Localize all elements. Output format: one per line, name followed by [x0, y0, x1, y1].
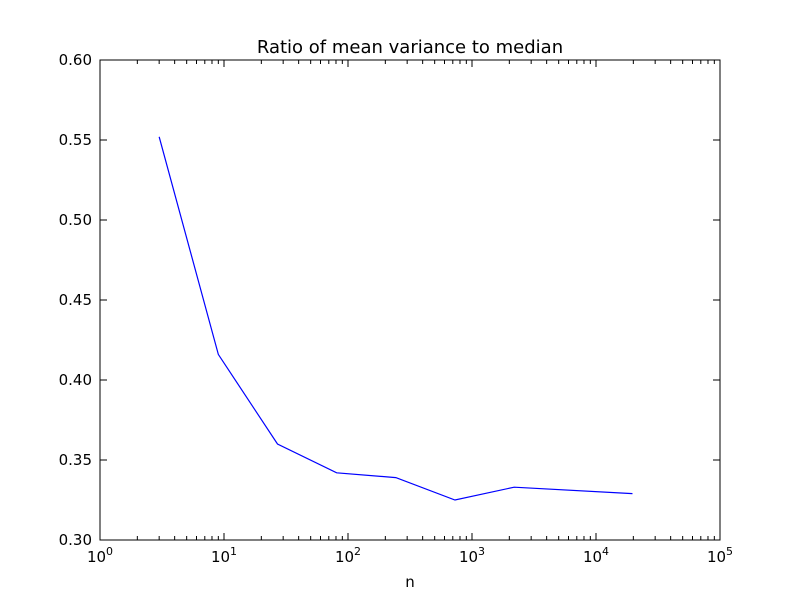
y-tick-label: 0.55: [59, 131, 92, 149]
x-tick-label: 102: [335, 545, 361, 566]
y-tick-label: 0.35: [59, 451, 92, 469]
y-tick-label: 0.60: [59, 51, 92, 69]
x-tick-label-base: 10: [335, 548, 354, 566]
x-tick-label: 101: [211, 545, 237, 566]
x-tick-label-base: 10: [459, 548, 478, 566]
x-tick-label-exponent: 3: [478, 545, 485, 558]
x-tick-label-exponent: 2: [354, 545, 361, 558]
x-tick-label-exponent: 1: [230, 545, 237, 558]
x-tick-label-base: 10: [707, 548, 726, 566]
x-tick-label-exponent: 4: [602, 545, 609, 558]
x-tick-label-exponent: 0: [106, 545, 113, 558]
x-tick-label: 104: [583, 545, 609, 566]
y-tick-label: 0.40: [59, 371, 92, 389]
x-tick-label-exponent: 5: [726, 545, 733, 558]
x-tick-label-base: 10: [211, 548, 230, 566]
y-tick-label: 0.30: [59, 531, 92, 549]
x-axis-label: n: [405, 573, 415, 591]
x-tick-label: 100: [87, 545, 113, 566]
y-tick-label: 0.50: [59, 211, 92, 229]
x-tick-label-base: 10: [87, 548, 106, 566]
plot-frame: [99, 59, 721, 541]
x-tick-label: 103: [459, 545, 485, 566]
x-tick-label-base: 10: [583, 548, 602, 566]
y-tick-label: 0.45: [59, 291, 92, 309]
chart-title: Ratio of mean variance to median: [257, 37, 563, 58]
series-line: [158, 136, 633, 501]
x-tick-label: 105: [707, 545, 733, 566]
